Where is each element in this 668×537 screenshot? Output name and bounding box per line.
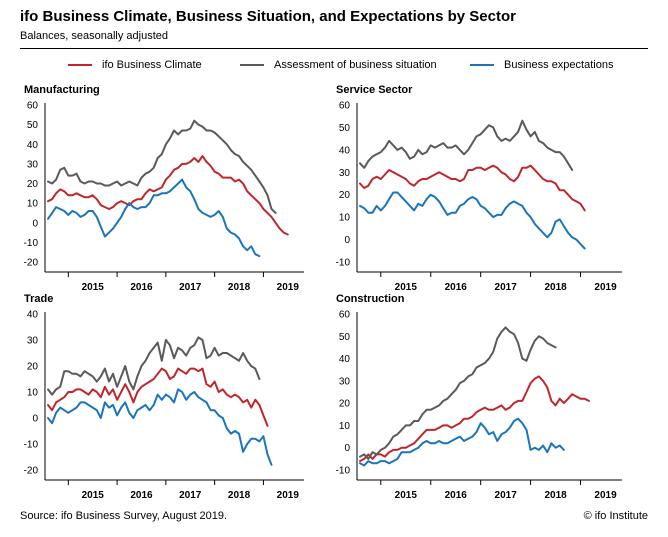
x-tick-label-manufacturing: 2015 [82, 282, 105, 293]
legend-swatch-expectations [470, 64, 494, 66]
chart-subtitle: Balances, seasonally adjusted [20, 30, 168, 42]
y-tick-label-construction: 10 [339, 421, 351, 432]
y-tick-label-trade: -10 [24, 440, 39, 451]
x-tick-label-trade: 2019 [277, 490, 300, 501]
legend-item-climate: ifo Business Climate [68, 56, 202, 74]
panel-trade: Trade -20 -10 0 10 20 30 40 2015 2016 2017 2018 2019 [24, 293, 304, 501]
y-tick-label-trade: -20 [24, 466, 39, 477]
y-tick-label-construction: 50 [339, 332, 351, 343]
y-tick-label-service-sector: 10 [339, 213, 351, 224]
series-line-trade-business-expectations [47, 388, 273, 466]
y-tick-label-service-sector: 30 [339, 168, 351, 179]
y-tick-label-manufacturing: 60 [27, 101, 39, 112]
credit-note: © ifo Institute [583, 510, 648, 522]
y-tick-label-manufacturing: 10 [27, 199, 39, 210]
y-tick-label-trade: 0 [32, 414, 38, 425]
x-tick-label-service-sector: 2017 [495, 282, 518, 293]
legend: ifo Business Climate Assessment of busin… [0, 56, 668, 74]
x-tick-label-service-sector: 2018 [544, 282, 567, 293]
y-tick-label-manufacturing: 30 [27, 159, 39, 170]
y-tick-label-trade: 20 [27, 362, 39, 373]
y-tick-label-construction: 30 [339, 376, 351, 387]
x-tick-label-manufacturing: 2016 [130, 282, 153, 293]
y-tick-label-service-sector: 40 [339, 145, 351, 156]
series-line-service-sector-assessment-of-business-situation [359, 119, 574, 171]
x-tick-label-construction: 2019 [594, 490, 617, 501]
y-tick-label-construction: 0 [344, 443, 350, 454]
y-tick-label-manufacturing: 50 [27, 120, 39, 131]
y-tick-label-manufacturing: -20 [24, 258, 39, 269]
panel-title-manufacturing: Manufacturing [24, 84, 100, 96]
y-tick-label-construction: 60 [339, 310, 351, 321]
y-tick-label-service-sector: -10 [336, 258, 351, 269]
panel-manufacturing: Manufacturing -20 -10 0 10 20 30 40 50 60 2015 2016… [24, 84, 304, 293]
legend-label-climate: ifo Business Climate [102, 59, 202, 71]
legend-label-situation: Assessment of business situation [274, 59, 437, 71]
series-line-service-sector-business-expectations [359, 191, 586, 250]
header-divider [20, 48, 648, 49]
x-tick-label-construction: 2017 [495, 490, 518, 501]
y-tick-label-manufacturing: 0 [32, 218, 38, 229]
series-line-service-sector-ifo-business-climate [359, 164, 586, 212]
legend-swatch-climate [68, 64, 92, 66]
series-line-trade-assessment-of-business-situation [47, 336, 261, 396]
series-line-construction-assessment-of-business-situation [359, 326, 557, 460]
y-tick-label-manufacturing: -10 [24, 238, 39, 249]
panel-title-construction: Construction [336, 293, 405, 305]
legend-swatch-situation [240, 64, 264, 66]
series-line-manufacturing-business-expectations [47, 178, 261, 258]
y-tick-label-trade: 10 [27, 388, 39, 399]
x-tick-label-manufacturing: 2019 [277, 282, 300, 293]
legend-item-situation: Assessment of business situation [240, 56, 437, 74]
y-tick-label-trade: 30 [27, 336, 39, 347]
y-tick-label-manufacturing: 40 [27, 140, 39, 151]
x-tick-label-trade: 2015 [82, 490, 105, 501]
x-tick-label-trade: 2017 [179, 490, 202, 501]
x-tick-label-construction: 2016 [445, 490, 468, 501]
x-tick-label-construction: 2015 [395, 490, 418, 501]
series-line-trade-ifo-business-climate [47, 367, 269, 427]
y-tick-label-service-sector: 20 [339, 190, 351, 201]
x-tick-label-trade: 2018 [228, 490, 251, 501]
panel-title-trade: Trade [24, 293, 53, 305]
x-tick-label-service-sector: 2015 [395, 282, 418, 293]
x-tick-label-service-sector: 2019 [594, 282, 617, 293]
panel-construction: Construction -10 0 10 20 30 40 50 60 2015 2016 2017… [336, 293, 622, 501]
panel-service-sector: Service Sector -10 0 10 20 30 40 50 60 2015 2016 20… [336, 84, 622, 293]
x-tick-label-construction: 2018 [544, 490, 567, 501]
y-tick-label-construction: 40 [339, 354, 351, 365]
y-tick-label-service-sector: 50 [339, 123, 351, 134]
y-tick-label-trade: 40 [27, 310, 39, 321]
y-tick-label-construction: 20 [339, 399, 351, 410]
source-note: Source: ifo Business Survey, August 2019… [20, 510, 228, 522]
x-tick-label-manufacturing: 2017 [179, 282, 202, 293]
chart-title: ifo Business Climate, Business Situation… [20, 8, 516, 25]
x-tick-label-service-sector: 2016 [445, 282, 468, 293]
y-tick-label-manufacturing: 20 [27, 179, 39, 190]
series-line-manufacturing-ifo-business-climate [47, 155, 289, 236]
y-tick-label-construction: -10 [336, 466, 351, 477]
y-tick-label-service-sector: 60 [339, 101, 351, 112]
series-line-manufacturing-assessment-of-business-situation [47, 119, 277, 214]
legend-item-expectations: Business expectations [470, 56, 613, 74]
y-tick-label-service-sector: 0 [344, 235, 350, 246]
legend-label-expectations: Business expectations [504, 59, 614, 71]
series-line-construction-business-expectations [359, 417, 565, 467]
panel-title-service-sector: Service Sector [336, 84, 413, 96]
x-tick-label-trade: 2016 [130, 490, 153, 501]
series-line-construction-ifo-business-climate [359, 375, 590, 463]
x-tick-label-manufacturing: 2018 [228, 282, 251, 293]
